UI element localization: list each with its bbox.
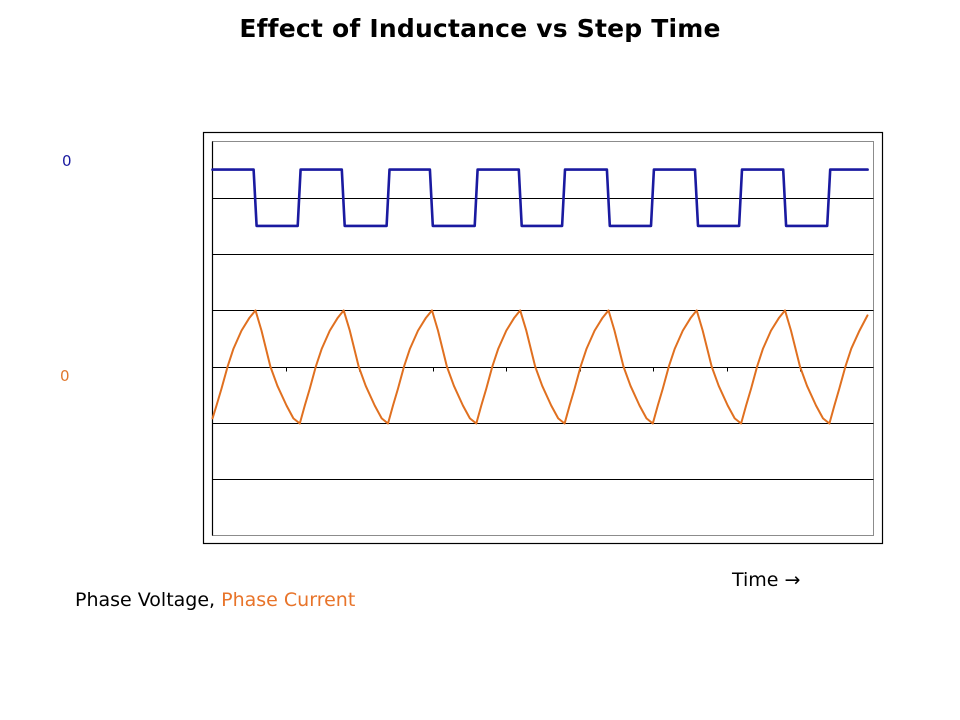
voltage-zero-label: 0 xyxy=(62,152,72,170)
legend-entry-voltage: Phase Voltage xyxy=(75,589,210,611)
series-line-phase-current xyxy=(211,309,869,425)
series-line-phase-voltage xyxy=(211,168,869,228)
chart-title: Effect of Inductance vs Step Time xyxy=(239,14,721,43)
legend-separator: , xyxy=(209,589,222,611)
current-zero-label: 0 xyxy=(60,367,70,385)
legend: Phase Voltage, Phase Current xyxy=(75,589,355,611)
x-axis-label-text: Time xyxy=(732,569,779,591)
series-group xyxy=(211,168,869,425)
gridlines xyxy=(212,197,874,481)
plot-area xyxy=(212,141,874,536)
legend-entry-current: Phase Current xyxy=(221,589,356,611)
x-axis-label: Time → xyxy=(732,569,800,591)
arrow-right-icon: → xyxy=(784,569,801,591)
